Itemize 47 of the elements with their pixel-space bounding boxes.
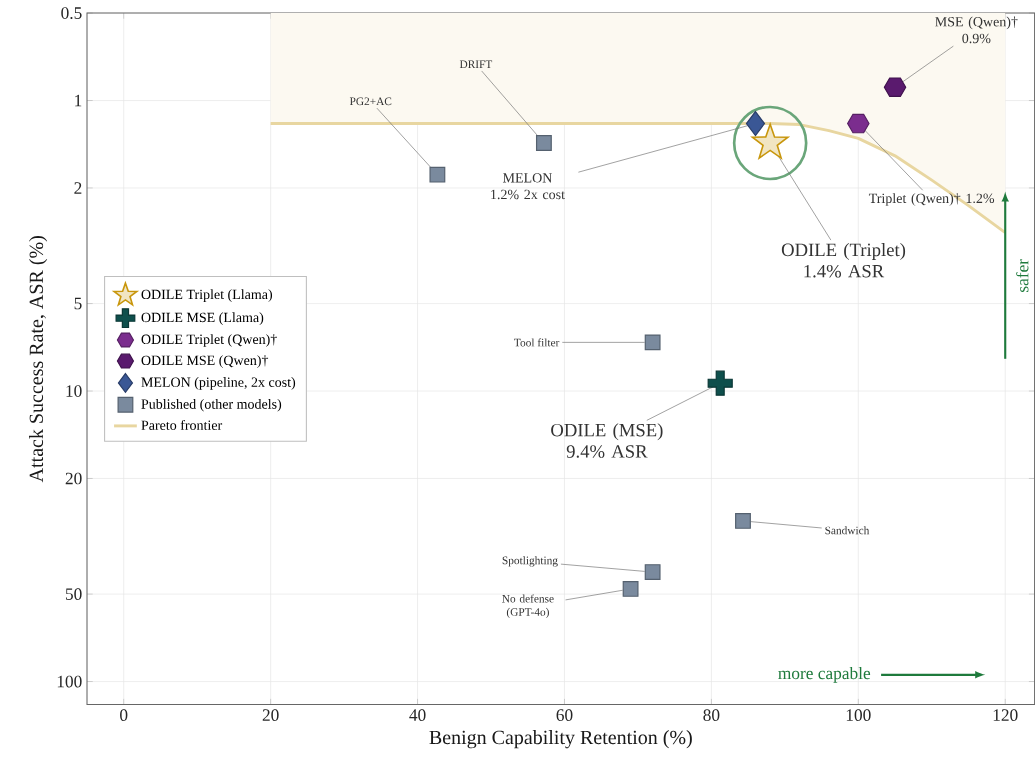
point <box>707 370 733 396</box>
annotation: Triplet (Qwen)† 1.2% <box>868 193 995 206</box>
annotation: No defense (GPT-4o) <box>502 594 554 619</box>
legend-label: ODILE MSE (Qwen)† <box>141 355 269 368</box>
y-tick-label: 0.5 <box>61 7 82 19</box>
legend-label: Published (other models) <box>141 398 282 412</box>
y-tick-label: 10 <box>66 385 82 397</box>
x-tick-label: 20 <box>262 709 279 721</box>
point <box>644 334 661 351</box>
y-tick-label: 2 <box>74 182 82 194</box>
point <box>622 581 639 597</box>
x-axis-title: Benign Capability Retention (%) <box>429 730 692 749</box>
legend-label: ODILE Triplet (Qwen)† <box>141 334 277 347</box>
legend-label: MELON (pipeline, 2x cost) <box>141 377 296 390</box>
x-tick-label: 60 <box>556 709 573 721</box>
y-tick-label: 1 <box>75 94 82 107</box>
x-tick-label: 100 <box>846 709 871 721</box>
legend-label: ODILE Triplet (Llama) <box>141 289 273 302</box>
point <box>883 77 907 98</box>
annotation: ODILE (Triplet) 1.4% ASR <box>781 243 906 278</box>
y-tick-label: 50 <box>65 588 82 600</box>
point <box>745 110 766 137</box>
annotation: Tool filter <box>514 338 560 347</box>
annotation: PG2+AC <box>349 97 392 106</box>
x-tick-label: 0 <box>120 709 128 721</box>
annotation: safer <box>1016 259 1029 292</box>
y-tick-label: 20 <box>65 472 82 485</box>
annotation: more capable <box>778 666 871 683</box>
annotation: MSE (Qwen)† 0.9% <box>935 16 1018 44</box>
y-tick-label: 5 <box>74 297 82 310</box>
point <box>535 135 552 151</box>
legend-label: ODILE MSE (Llama) <box>141 312 264 325</box>
annotation: Sandwich <box>825 526 870 535</box>
point <box>429 166 446 183</box>
x-tick-label: 80 <box>703 709 720 721</box>
annotation: ODILE (MSE) 9.4% ASR <box>551 423 663 458</box>
x-tick-label: 40 <box>409 709 426 721</box>
point <box>644 564 661 581</box>
x-tick-label: 120 <box>993 709 1018 721</box>
annotation: Spotlighting <box>502 556 558 567</box>
annotation: DRIFT <box>459 60 493 69</box>
point <box>847 113 870 134</box>
point <box>735 513 751 529</box>
y-tick-label: 100 <box>57 675 82 688</box>
legend-label: Pareto frontier <box>141 419 223 430</box>
y-axis-title: Attack Success Rate, ASR (%) <box>29 236 48 483</box>
annotation: MELON 1.2% 2x cost <box>491 173 565 200</box>
